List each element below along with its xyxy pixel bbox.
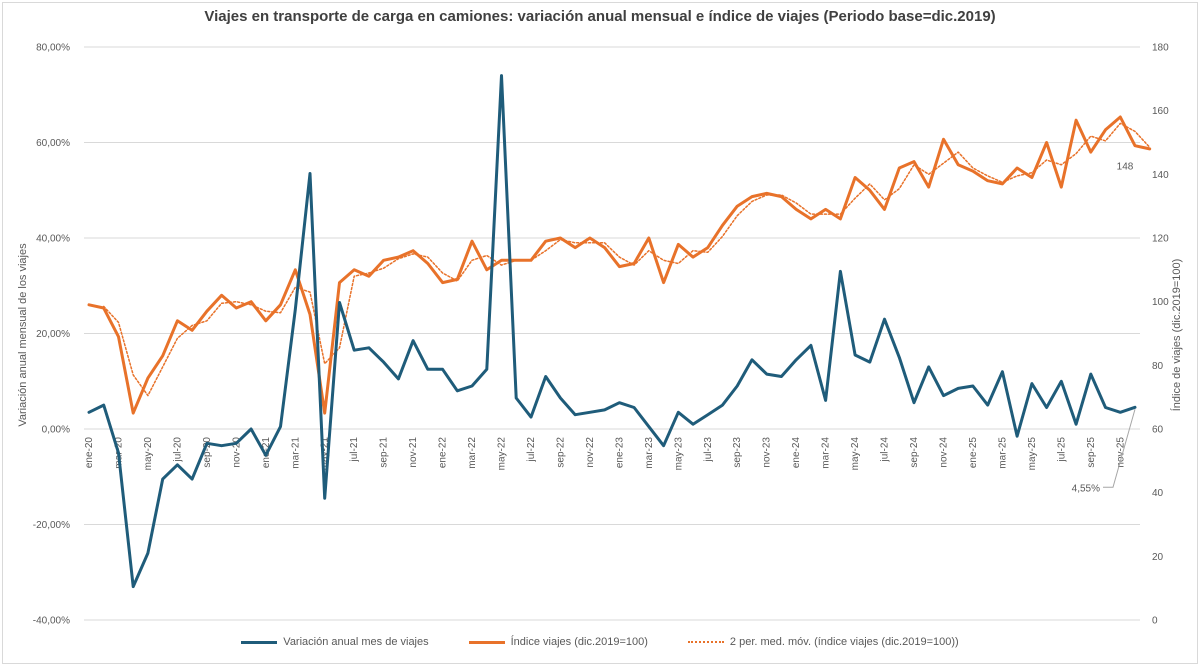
x-tick-label: jul-23 — [703, 437, 714, 463]
x-tick-label: ene-22 — [438, 437, 449, 469]
x-tick-label: nov-20 — [231, 437, 242, 468]
left-axis-ticks: -40,00% -20,00% 0,00% 20,00% 40,00% 60,00% 80,… — [33, 43, 70, 627]
x-tick-label: nov-21 — [408, 437, 419, 468]
annotation-variation-last: 4,55% — [1072, 483, 1100, 494]
right-tick-label: 20 — [1152, 552, 1164, 563]
left-tick-label: -40,00% — [33, 616, 70, 627]
left-tick-label: 20,00% — [36, 329, 70, 340]
x-tick-label: ene-20 — [84, 437, 95, 469]
series-line-variation — [87, 74, 1137, 589]
right-tick-label: 40 — [1152, 488, 1164, 499]
legend-item-variation: Variación anual mes de viajes — [241, 636, 429, 648]
left-tick-label: 0,00% — [42, 425, 70, 436]
legend-label-moving-avg: 2 per. med. móv. (índice viajes (dic.201… — [729, 636, 959, 648]
right-tick-label: 0 — [1152, 616, 1158, 627]
left-axis-label: Variación anual mensual de los viajes — [17, 243, 29, 427]
x-tick-label: jul-22 — [526, 437, 537, 463]
x-tick-label: sep-23 — [732, 437, 743, 468]
x-tick-label: may-20 — [143, 437, 154, 471]
right-axis-ticks: 0 20 40 60 80 100 120 140 160 180 — [1152, 43, 1169, 627]
x-tick-label: mar-24 — [821, 437, 832, 469]
x-tick-label: jul-20 — [172, 437, 183, 463]
x-tick-label: sep-20 — [202, 437, 213, 468]
series-line-index — [87, 115, 1152, 415]
right-tick-label: 60 — [1152, 425, 1164, 436]
series-lines — [87, 74, 1152, 589]
x-tick-label: ene-23 — [614, 437, 625, 469]
x-tick-label: mar-25 — [997, 437, 1008, 469]
x-tick-label: nov-23 — [762, 437, 773, 468]
right-tick-label: 120 — [1152, 234, 1169, 245]
right-axis-label: Índice de viajes (dic.2019=100) — [1170, 259, 1183, 412]
legend-swatch-index — [468, 640, 505, 644]
x-tick-label: nov-24 — [938, 437, 949, 468]
x-tick-label: jul-25 — [1056, 437, 1067, 463]
legend-label-index: Índice viajes (dic.2019=100) — [510, 636, 648, 648]
x-tick-label: mar-22 — [467, 437, 478, 469]
right-tick-label: 80 — [1152, 361, 1164, 372]
series-line-moving-avg — [102, 122, 1151, 397]
x-tick-label: mar-23 — [644, 437, 655, 469]
left-tick-label: 80,00% — [36, 43, 70, 54]
annotations: 148 4,55% — [1072, 162, 1136, 494]
x-tick-label: sep-25 — [1086, 437, 1097, 468]
x-tick-label: may-22 — [497, 437, 508, 471]
legend-swatch-variation — [241, 640, 278, 644]
x-tick-label: nov-25 — [1115, 437, 1126, 468]
chart-title: Viajes en transporte de carga en camione… — [204, 8, 996, 25]
x-tick-label: nov-22 — [585, 437, 596, 468]
legend-swatch-moving-avg — [687, 641, 724, 643]
x-tick-label: jul-24 — [880, 437, 891, 463]
annotation-leader-line — [1103, 409, 1136, 488]
right-tick-label: 100 — [1152, 297, 1169, 308]
legend-label-variation: Variación anual mes de viajes — [283, 636, 429, 648]
legend-item-moving-avg: 2 per. med. móv. (índice viajes (dic.201… — [687, 636, 959, 648]
x-tick-label: jul-21 — [349, 437, 360, 463]
right-tick-label: 140 — [1152, 170, 1169, 181]
left-tick-label: 60,00% — [36, 138, 70, 149]
x-tick-label: sep-24 — [909, 437, 920, 468]
x-tick-label: may-25 — [1027, 437, 1038, 471]
x-tick-label: sep-22 — [555, 437, 566, 468]
x-tick-label: ene-25 — [968, 437, 979, 469]
left-tick-label: 40,00% — [36, 234, 70, 245]
x-tick-label: may-23 — [673, 437, 684, 471]
x-tick-label: sep-21 — [379, 437, 390, 468]
right-tick-label: 180 — [1152, 43, 1169, 54]
x-tick-label: may-21 — [320, 437, 331, 471]
gridlines — [84, 46, 1140, 621]
x-tick-label: ene-24 — [791, 437, 802, 469]
x-axis-ticks: ene-20 mar-20 may-20 jul-20 sep-20 nov-20 ene-… — [84, 437, 1126, 471]
annotation-index-last: 148 — [1117, 162, 1134, 173]
legend: Variación anual mes de viajes Índice via… — [0, 636, 1200, 648]
x-tick-label: may-24 — [850, 437, 861, 471]
x-tick-label: mar-21 — [290, 437, 301, 469]
legend-item-index: Índice viajes (dic.2019=100) — [468, 636, 648, 648]
right-tick-label: 160 — [1152, 106, 1169, 117]
left-tick-label: -20,00% — [33, 520, 70, 531]
